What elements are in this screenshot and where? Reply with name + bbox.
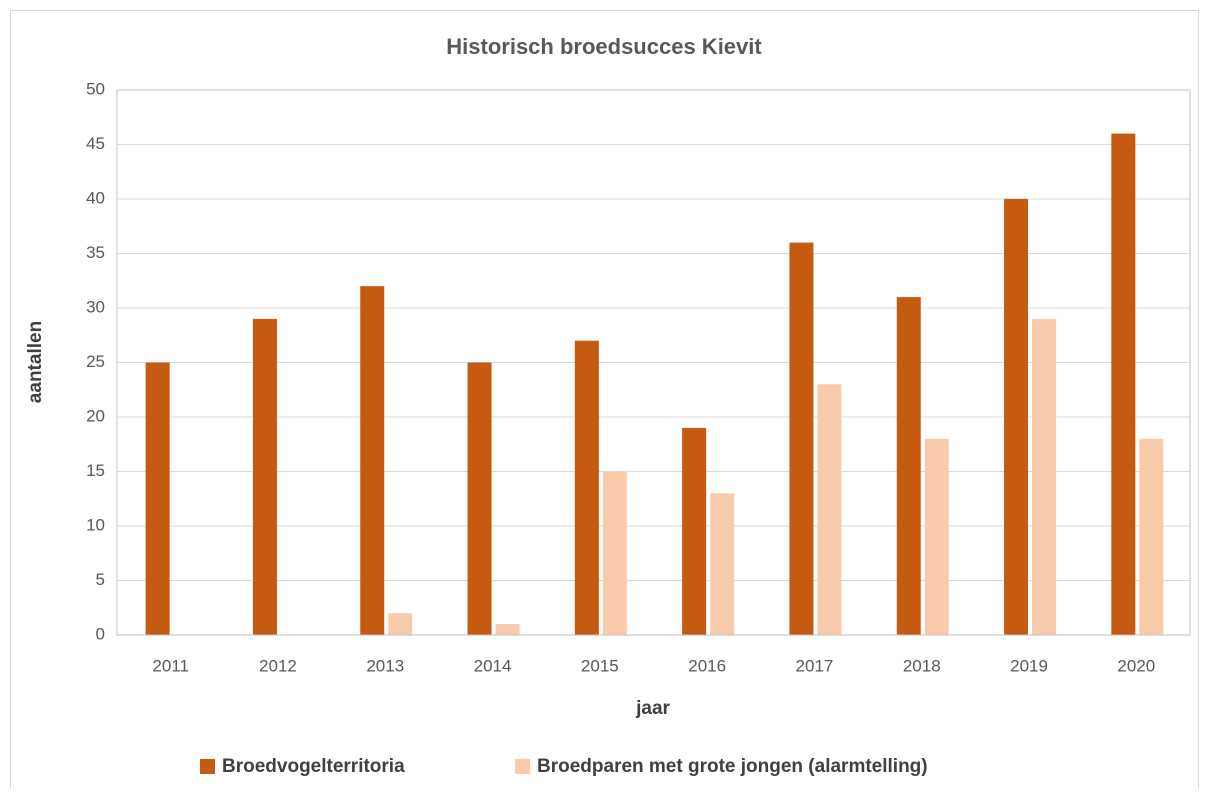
bar (1139, 438, 1164, 635)
y-tick-label: 0 (96, 624, 105, 643)
bar (388, 613, 413, 635)
bar (924, 438, 949, 635)
bar (602, 471, 627, 635)
bar (1111, 133, 1136, 635)
x-tick-label: 2020 (1117, 656, 1155, 675)
x-tick-label: 2011 (152, 656, 189, 675)
bar (574, 340, 599, 635)
bar (495, 624, 520, 635)
x-tick-label: 2012 (259, 656, 297, 675)
bar (1004, 199, 1029, 635)
bar (1032, 318, 1057, 635)
legend-label: Broedparen met grote jongen (alarmtellin… (537, 756, 928, 777)
x-tick-label: 2016 (688, 656, 726, 675)
y-axis-label: aantallen (25, 321, 46, 403)
y-tick-label: 40 (86, 188, 105, 207)
bar (817, 384, 842, 635)
bar (682, 427, 707, 635)
bar (789, 242, 814, 635)
x-axis-label: jaar (635, 698, 670, 719)
chart-title: Historisch broedsucces Kievit (446, 34, 762, 59)
y-tick-label: 10 (86, 515, 105, 534)
y-tick-label: 5 (96, 570, 105, 589)
x-tick-label: 2018 (903, 656, 941, 675)
legend-swatch (200, 759, 215, 774)
bar (252, 318, 277, 635)
bar (896, 297, 921, 635)
y-tick-label: 50 (86, 79, 105, 98)
bar (145, 362, 170, 635)
bar (360, 286, 385, 635)
y-tick-label: 25 (86, 352, 105, 371)
legend-swatch (515, 759, 530, 774)
x-tick-label: 2015 (581, 656, 619, 675)
x-tick-label: 2017 (796, 656, 834, 675)
x-tick-label: 2014 (474, 656, 512, 675)
y-tick-label: 15 (86, 461, 105, 480)
bar (710, 493, 735, 635)
y-tick-label: 35 (86, 243, 105, 262)
chart-border (10, 10, 1199, 794)
x-tick-label: 2013 (366, 656, 404, 675)
y-tick-label: 30 (86, 297, 105, 316)
y-tick-label: 45 (86, 134, 105, 153)
bar (467, 362, 492, 635)
x-tick-label: 2019 (1010, 656, 1048, 675)
legend-label: Broedvogelterritoria (222, 756, 405, 777)
y-tick-label: 20 (86, 406, 105, 425)
